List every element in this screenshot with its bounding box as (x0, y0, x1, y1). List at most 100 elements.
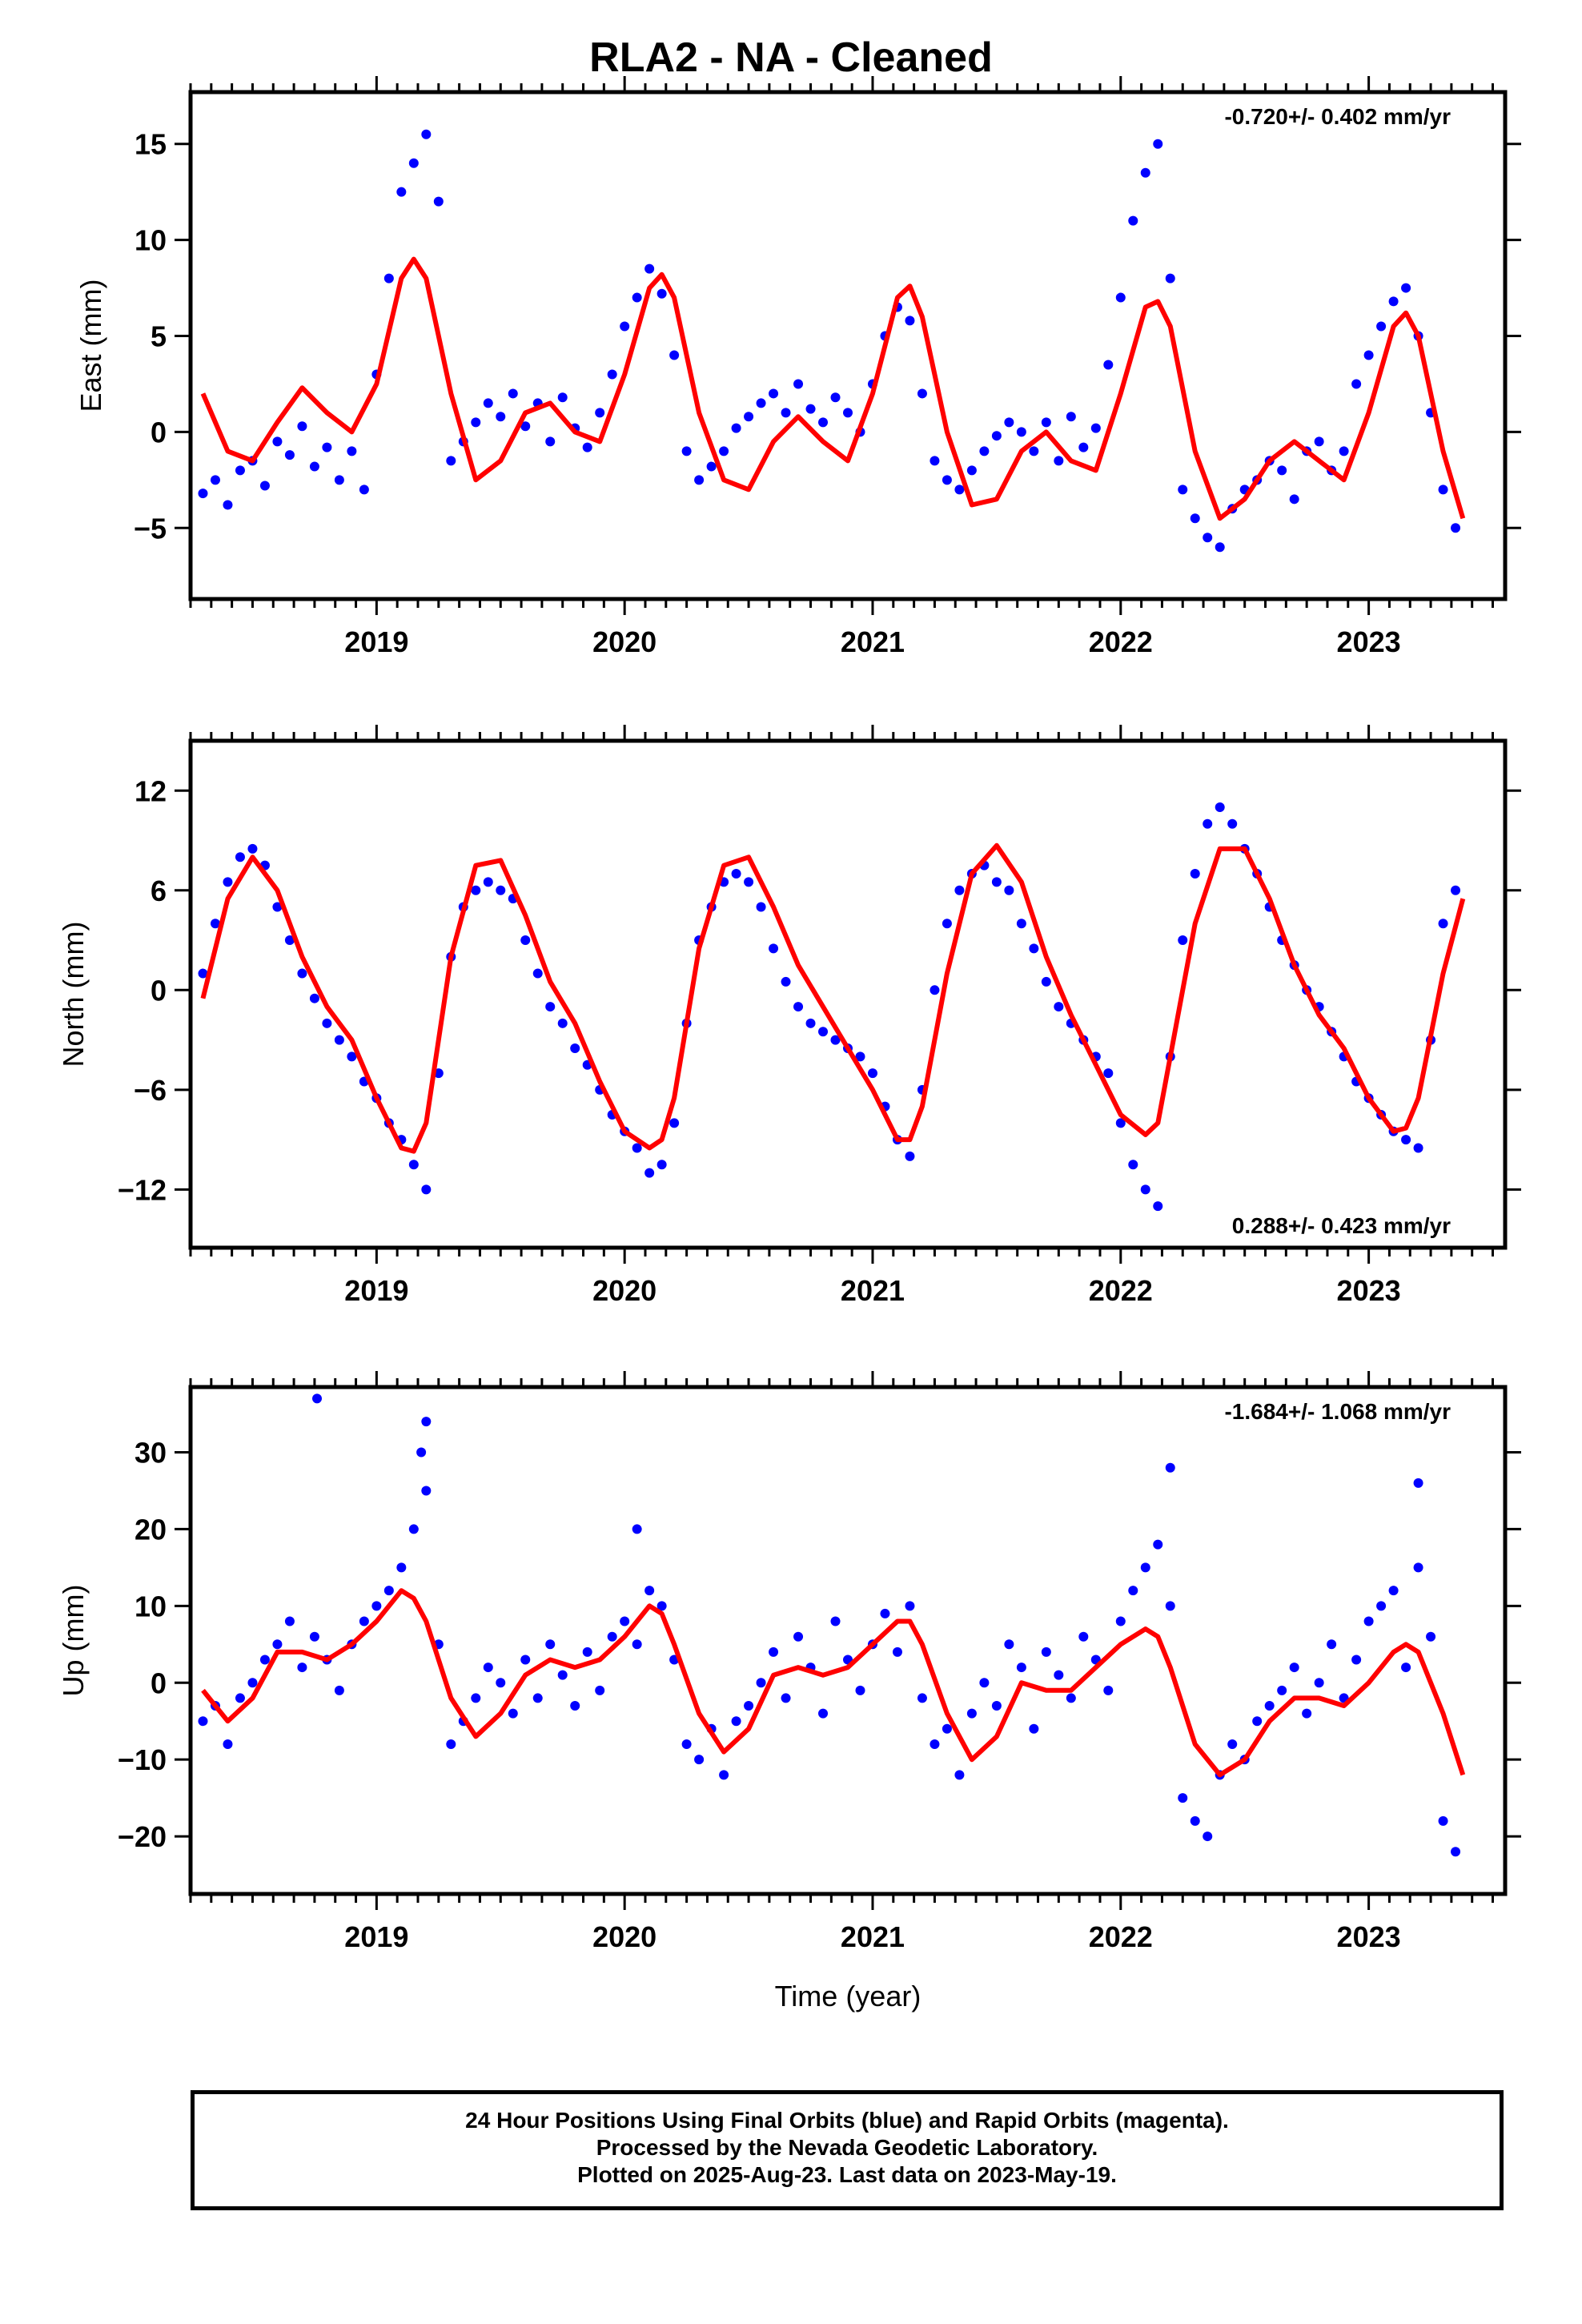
data-point (1140, 167, 1150, 178)
data-point (1016, 1663, 1026, 1673)
data-point (408, 1524, 419, 1534)
data-point (1103, 1068, 1114, 1079)
x-tick-label: 2021 (841, 1274, 905, 1307)
x-tick-label: 2023 (1337, 1274, 1401, 1307)
data-point (322, 442, 332, 452)
x-tick-label: 2021 (841, 625, 905, 658)
data-point (312, 1393, 323, 1404)
data-point (471, 417, 481, 428)
data-point (383, 273, 394, 283)
data-point (223, 1739, 233, 1749)
data-point (1115, 292, 1126, 303)
data-point (1029, 943, 1039, 954)
data-point (1029, 446, 1039, 456)
data-point (1413, 1478, 1423, 1488)
caption-line-1: 24 Hour Positions Using Final Orbits (bl… (465, 2108, 1229, 2133)
data-point (235, 465, 245, 476)
data-point (1190, 513, 1200, 524)
data-point (496, 1678, 506, 1688)
data-point (954, 485, 965, 495)
x-tick-label: 2022 (1089, 1274, 1153, 1307)
data-point (396, 187, 407, 197)
data-point (793, 379, 804, 389)
data-point (1363, 350, 1374, 360)
data-point (1277, 465, 1287, 476)
data-point (694, 475, 705, 485)
data-point (607, 1631, 617, 1642)
panel-east: 2019 2020 2021 2022 2023 −5 0 5 10 15 East (mm) -0.… (74, 76, 1521, 658)
data-point (644, 1168, 655, 1178)
data-point (322, 1018, 332, 1028)
y-tick-label: 12 (135, 774, 167, 807)
data-point (198, 968, 208, 979)
data-point (1178, 485, 1188, 495)
data-point (1140, 1184, 1150, 1195)
data-point (818, 1708, 829, 1719)
data-point (210, 919, 220, 929)
data-point (1190, 869, 1200, 879)
x-tick-label: 2023 (1337, 1920, 1401, 1953)
fit-line (200, 256, 1466, 521)
data-point (731, 1716, 741, 1727)
data-point (793, 1631, 804, 1642)
data-point (1203, 1831, 1213, 1842)
data-point (855, 1685, 865, 1695)
y-tick-label: −20 (118, 1820, 167, 1853)
y-axis-label: East (mm) (74, 279, 107, 412)
data-point (471, 885, 481, 895)
data-point (1078, 442, 1089, 452)
data-point (545, 436, 556, 447)
data-point (284, 935, 295, 946)
y-axis-label: North (mm) (57, 922, 90, 1068)
data-point (1054, 1002, 1064, 1012)
data-point (1376, 321, 1387, 332)
data-point (855, 1051, 865, 1062)
data-point (210, 475, 220, 485)
data-point (620, 321, 630, 332)
data-point (446, 456, 456, 466)
data-point (334, 1685, 344, 1695)
y-tick-label: 20 (135, 1513, 167, 1546)
data-point (991, 877, 1002, 887)
data-point (259, 480, 270, 491)
data-point (471, 1693, 481, 1703)
data-point (582, 1647, 592, 1657)
data-point (557, 1670, 568, 1680)
data-point (656, 288, 667, 299)
x-tick-label: 2020 (592, 1920, 656, 1953)
data-point (1351, 379, 1362, 389)
data-point (259, 1655, 270, 1665)
data-point (1351, 1655, 1362, 1665)
plot-frame (188, 738, 1508, 1250)
data-point (1413, 1562, 1423, 1573)
caption-line-2: Processed by the Nevada Geodetic Laborat… (596, 2135, 1098, 2160)
data-point (880, 1608, 890, 1618)
data-point (781, 408, 791, 418)
fit-line (200, 842, 1466, 1154)
data-point (1227, 818, 1238, 829)
x-tick-label: 2019 (344, 625, 408, 658)
data-point (744, 1701, 754, 1711)
data-point (1227, 1739, 1238, 1749)
y-tick-label: 10 (135, 1590, 167, 1622)
y-axis-label: Up (mm) (57, 1585, 90, 1697)
data-point (272, 436, 283, 447)
data-point (1264, 1701, 1275, 1711)
x-tick-label: 2019 (344, 1274, 408, 1307)
data-point (1401, 1663, 1411, 1673)
data-point (954, 1770, 965, 1780)
y-tick-label: 6 (151, 875, 167, 907)
x-tick-label: 2019 (344, 1920, 408, 1953)
data-point (483, 398, 493, 408)
data-point (744, 877, 754, 887)
data-point (644, 1586, 655, 1596)
data-point (632, 1524, 642, 1534)
data-point (532, 1693, 543, 1703)
data-point (532, 968, 543, 979)
data-point (1190, 1815, 1200, 1826)
data-point (1413, 1143, 1423, 1153)
data-point (1438, 485, 1448, 495)
data-point (595, 1685, 605, 1695)
data-point (669, 1118, 680, 1128)
y-tick-label: 10 (135, 224, 167, 257)
